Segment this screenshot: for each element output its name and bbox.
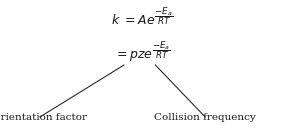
Text: Collision frequency: Collision frequency	[154, 113, 256, 122]
Text: $k\ =Ae^{\dfrac{-E_a}{RT}}$: $k\ =Ae^{\dfrac{-E_a}{RT}}$	[111, 6, 174, 28]
Text: Orientation factor: Orientation factor	[0, 113, 87, 122]
Text: $=\mathit{pze}^{\dfrac{-E_a}{RT}}$: $=\mathit{pze}^{\dfrac{-E_a}{RT}}$	[114, 40, 171, 64]
